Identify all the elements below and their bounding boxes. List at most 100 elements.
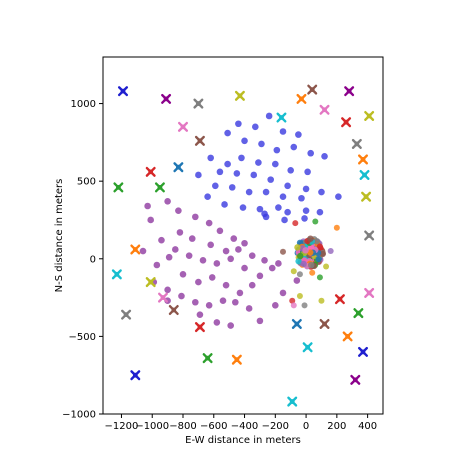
series-0-point <box>279 193 287 200</box>
x-axis-label: E-W distance in meters <box>185 435 301 446</box>
y-tick-label: 500 <box>77 177 96 188</box>
series-1-point <box>147 216 154 224</box>
series-1-point <box>164 198 171 205</box>
series-1-point <box>245 305 253 312</box>
cross-marker <box>231 354 242 365</box>
cluster-point <box>297 252 304 260</box>
cross-marker <box>234 90 245 101</box>
series-1-point <box>192 298 199 306</box>
series-1-point <box>236 289 244 297</box>
series-1-point <box>232 298 239 306</box>
extra-point <box>280 248 286 255</box>
cluster-point <box>316 243 324 250</box>
y-tick-label: 0 <box>90 254 96 265</box>
x-tick-label: 0 <box>303 421 309 432</box>
series-0-point <box>295 131 302 138</box>
series-0-point <box>316 208 324 216</box>
x-tick-label: −600 <box>200 421 227 432</box>
series-0-point <box>301 215 308 222</box>
cross-marker <box>111 269 122 280</box>
series-0-point <box>302 207 310 214</box>
cluster-point <box>300 260 307 268</box>
y-tick-label: 1000 <box>71 99 96 110</box>
series-0-point <box>272 160 279 168</box>
series-1-point <box>222 281 230 289</box>
series-1-point <box>268 264 276 272</box>
series-1-point <box>216 227 224 235</box>
extra-point <box>323 263 330 270</box>
cluster-point <box>308 261 315 269</box>
series-1-point <box>158 236 165 244</box>
plot-marks <box>111 84 375 407</box>
series-0-point <box>258 140 265 148</box>
series-0-point <box>284 182 291 190</box>
series-1-point <box>213 319 221 326</box>
cross-marker <box>341 117 352 128</box>
series-1-point <box>213 260 221 267</box>
cross-marker <box>130 370 141 381</box>
y-axis-ticks: −1000 −500 0 500 1000 <box>62 99 103 421</box>
series-0-point <box>275 204 282 211</box>
cross-marker <box>145 166 156 177</box>
cross-marker <box>296 93 307 104</box>
series-1-point <box>235 246 242 253</box>
series-1-point <box>275 260 282 267</box>
extra-point <box>309 269 316 276</box>
series-0-point <box>304 168 311 176</box>
extra-point <box>316 274 323 281</box>
series-0-point <box>318 188 325 196</box>
series-0-point <box>224 160 231 168</box>
cross-marker <box>359 169 370 180</box>
series-1-point <box>176 229 184 236</box>
series-0-point <box>252 123 259 131</box>
series-1-point <box>248 281 256 289</box>
cross-marker <box>319 104 330 115</box>
cross-marker <box>118 86 128 97</box>
cluster-point <box>313 237 320 245</box>
cross-marker <box>358 346 368 357</box>
series-0-point <box>204 193 211 200</box>
extra-point <box>296 293 303 300</box>
x-tick-label: 200 <box>327 421 346 432</box>
series-0-point <box>250 171 258 179</box>
extra-point <box>296 271 303 278</box>
series-1-point <box>219 297 227 304</box>
series-1-point <box>256 317 264 325</box>
series-0-point <box>238 154 245 162</box>
x-tick-label: −200 <box>262 421 289 432</box>
series-0-point <box>255 159 262 166</box>
y-tick-label: −1000 <box>62 410 96 421</box>
series-1-point <box>241 264 248 272</box>
extra-point <box>292 220 299 227</box>
y-axis-label: N-S distance in meters <box>54 179 65 293</box>
extra-point <box>312 218 319 225</box>
series-1-point <box>207 241 214 249</box>
cross-marker <box>161 93 172 104</box>
cluster-point <box>302 247 309 254</box>
cross-marker <box>364 287 375 298</box>
x-tick-label: 400 <box>358 421 377 432</box>
series-1-point <box>153 261 161 269</box>
series-1-point <box>293 277 301 284</box>
cross-marker <box>319 318 330 329</box>
cross-marker <box>154 182 165 193</box>
cluster-point <box>315 255 322 263</box>
series-1-point <box>222 247 230 255</box>
cross-marker <box>130 244 141 255</box>
series-1-point <box>192 213 199 221</box>
series-0-point <box>207 154 214 162</box>
series-0-point <box>290 143 298 151</box>
cross-marker <box>353 308 364 319</box>
series-0-point <box>262 213 270 221</box>
cross-marker <box>361 191 372 202</box>
series-0-point <box>239 204 247 211</box>
series-1-point <box>195 278 202 286</box>
series-1-point <box>164 286 171 294</box>
cross-marker <box>113 182 124 193</box>
cross-marker <box>364 230 375 241</box>
series-0-point <box>279 128 287 135</box>
cluster-point <box>307 235 314 242</box>
x-tick-label: −1200 <box>105 421 139 432</box>
x-tick-label: −400 <box>231 421 258 432</box>
series-1-point <box>196 311 204 318</box>
